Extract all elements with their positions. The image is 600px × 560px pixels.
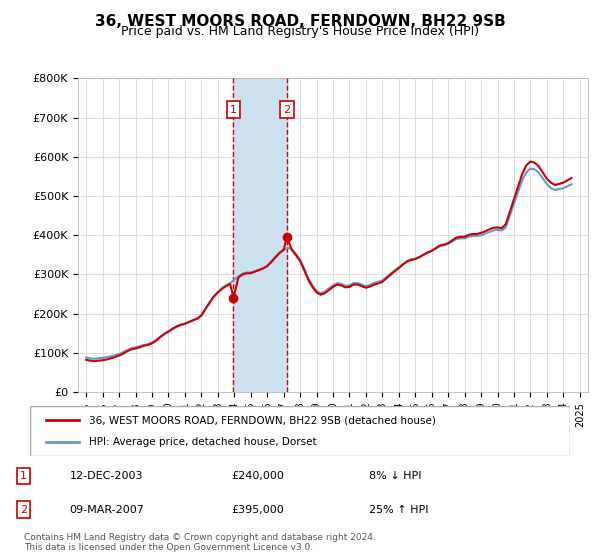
Text: 36, WEST MOORS ROAD, FERNDOWN, BH22 9SB (detached house): 36, WEST MOORS ROAD, FERNDOWN, BH22 9SB … — [89, 415, 436, 425]
Text: 36, WEST MOORS ROAD, FERNDOWN, BH22 9SB: 36, WEST MOORS ROAD, FERNDOWN, BH22 9SB — [95, 14, 505, 29]
Text: 2: 2 — [20, 505, 27, 515]
Text: 09-MAR-2007: 09-MAR-2007 — [70, 505, 145, 515]
Text: 2: 2 — [283, 105, 290, 115]
Text: 25% ↑ HPI: 25% ↑ HPI — [369, 505, 428, 515]
Text: 1: 1 — [230, 105, 237, 115]
Text: £395,000: £395,000 — [231, 505, 284, 515]
Text: 12-DEC-2003: 12-DEC-2003 — [70, 471, 143, 481]
Bar — [233, 78, 287, 392]
FancyBboxPatch shape — [30, 406, 570, 456]
Text: HPI: Average price, detached house, Dorset: HPI: Average price, detached house, Dors… — [89, 437, 317, 447]
Text: Contains HM Land Registry data © Crown copyright and database right 2024.: Contains HM Land Registry data © Crown c… — [24, 533, 376, 542]
Text: 1: 1 — [20, 471, 27, 481]
Text: This data is licensed under the Open Government Licence v3.0.: This data is licensed under the Open Gov… — [24, 543, 313, 552]
Text: 8% ↓ HPI: 8% ↓ HPI — [369, 471, 422, 481]
Text: £240,000: £240,000 — [231, 471, 284, 481]
Text: Price paid vs. HM Land Registry's House Price Index (HPI): Price paid vs. HM Land Registry's House … — [121, 25, 479, 38]
